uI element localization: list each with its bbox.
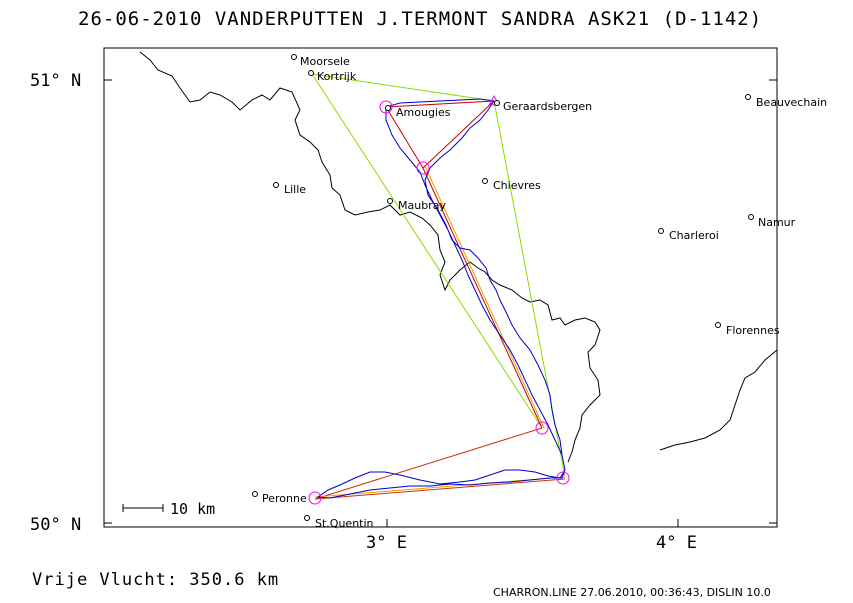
- free-line: [311, 73, 566, 478]
- lat-label-51: 51° N: [30, 71, 81, 91]
- turnpoint-marker: [535, 421, 549, 435]
- turnpoint-marker: [556, 471, 570, 485]
- scale-label: 10 km: [170, 500, 215, 518]
- task-leg: [385, 100, 495, 108]
- country-borders: [139, 51, 778, 463]
- place-label: Kortrijk: [317, 70, 357, 83]
- place-labels: Moorsele Kortrijk Geraardsbergen Beauvec…: [262, 55, 827, 530]
- scale-bar: 10 km: [122, 500, 215, 518]
- turnpoint-marker: [416, 161, 430, 175]
- lon-label-4: 4° E: [656, 533, 697, 553]
- gps-track: [316, 98, 566, 499]
- border-line: [139, 51, 601, 463]
- lat-label-50: 50° N: [30, 515, 81, 535]
- distance-label: Vrije Vlucht: 350.6 km: [32, 570, 280, 590]
- task-leg: [422, 100, 495, 169]
- place-label: Namur: [758, 216, 796, 229]
- free-line-hidden: [312, 74, 315, 499]
- place-label: Beauvechain: [756, 96, 827, 109]
- map-frame: [103, 47, 778, 528]
- free-line: [311, 73, 543, 429]
- place-label: St.Quentin: [315, 517, 374, 530]
- place-label: Moorsele: [300, 55, 350, 68]
- border-line: [659, 349, 778, 451]
- place-label: Florennes: [726, 324, 780, 337]
- turnpoint-marker: [379, 100, 393, 114]
- place-label: Lille: [284, 183, 306, 196]
- turnpoints: [308, 94, 570, 505]
- place-markers: [252, 54, 754, 521]
- place-label: Peronne: [262, 492, 307, 505]
- flight-lines: [311, 73, 566, 500]
- lon-label-3: 3° E: [366, 533, 407, 553]
- task-leg: [422, 167, 543, 429]
- task-leg: [314, 478, 566, 500]
- place-label: Amougies: [396, 106, 451, 119]
- task-leg: [314, 427, 543, 500]
- alt-leg: [424, 165, 545, 429]
- place-label: Charleroi: [669, 229, 719, 242]
- software-label: CHARRON.LINE 27.06.2010, 00:36:43, DISLI…: [493, 586, 771, 599]
- task-leg: [385, 106, 424, 169]
- place-label: Geraardsbergen: [503, 100, 592, 113]
- flight-title: 26-06-2010 VANDERPUTTEN J.TERMONT SANDRA…: [78, 8, 763, 30]
- turnpoint-marker: [308, 491, 322, 505]
- place-label: Chievres: [493, 179, 541, 192]
- place-label: Maubray: [398, 199, 446, 212]
